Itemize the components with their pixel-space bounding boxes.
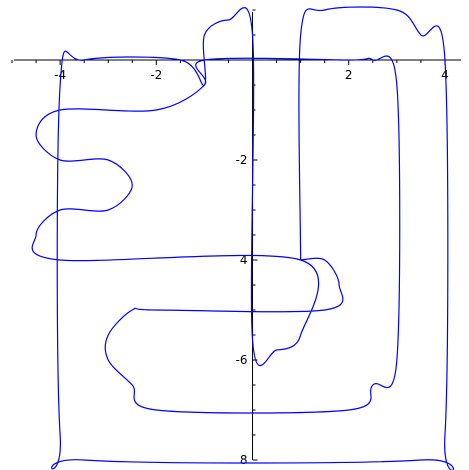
y-tick-label: 8: [240, 453, 248, 467]
x-tick-label: 2: [345, 68, 353, 82]
x-tick-label: 4: [441, 68, 449, 82]
tick-labels: -4 -2 2 4 -2 4 -6 8: [54, 68, 449, 467]
series-curve-0: [31, 6, 454, 470]
tick-marks: [11, 9, 446, 461]
x-tick-label: -4: [54, 68, 66, 82]
curves: [31, 6, 454, 470]
x-tick-label: -2: [150, 68, 162, 82]
y-tick-label: 4: [240, 253, 248, 267]
y-tick-label: -2: [236, 153, 248, 167]
y-tick-label: -6: [236, 353, 248, 367]
